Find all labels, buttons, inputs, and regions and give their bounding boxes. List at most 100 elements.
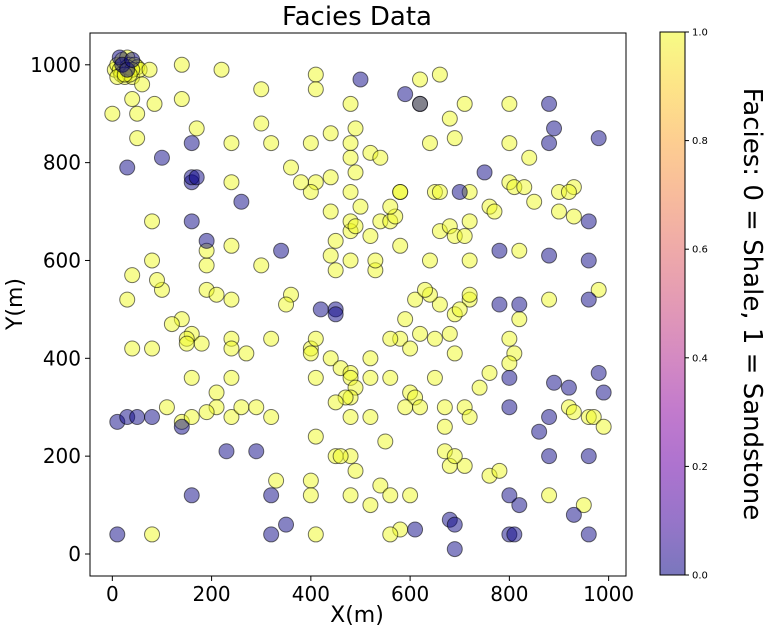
x-tick-label: 600 [391, 582, 429, 606]
point-sandstone [307, 66, 324, 83]
point-sandstone [263, 409, 280, 426]
point-sandstone [233, 399, 250, 416]
point-sandstone [223, 369, 240, 386]
point-shale [352, 71, 369, 88]
x-axis-ticks: 0 200 400 600 800 1000 [106, 576, 634, 606]
point-shale [109, 526, 126, 543]
point-sandstone [149, 272, 165, 289]
point-sandstone [342, 252, 359, 269]
point-sandstone [302, 487, 319, 504]
point-shale [546, 120, 563, 137]
point-shale [273, 242, 290, 259]
point-sandstone [332, 448, 349, 465]
point-sandstone [213, 61, 230, 78]
point-sandstone [412, 399, 429, 416]
point-sandstone [307, 330, 324, 347]
point-sandstone [461, 213, 478, 230]
point-sandstone [362, 369, 379, 386]
point-shale [541, 409, 558, 426]
point-sandstone [144, 213, 161, 230]
point-sandstone [397, 311, 414, 328]
point-sandstone [551, 203, 567, 220]
point-sandstone [362, 228, 379, 245]
point-sandstone [382, 487, 399, 504]
point-sandstone [402, 340, 419, 357]
point-shale [153, 149, 170, 166]
point-sandstone [501, 135, 518, 152]
point-sandstone [590, 281, 607, 298]
point-sandstone [198, 257, 215, 274]
point-sandstone [521, 149, 538, 166]
point-sandstone [322, 169, 339, 186]
point-sandstone [144, 340, 161, 357]
point-sandstone [347, 462, 364, 479]
y-axis-label: Y(m) [3, 278, 28, 331]
point-shale [312, 301, 329, 318]
x-tick-label: 200 [192, 582, 230, 606]
point-sandstone [223, 237, 240, 254]
point-shale [541, 95, 558, 112]
point-sandstone [526, 193, 543, 210]
point-sandstone [322, 247, 339, 264]
point-sandstone [342, 135, 359, 152]
point-shale [565, 506, 582, 523]
point-sandstone [431, 296, 448, 313]
point-sandstone [307, 526, 324, 543]
point-shale [446, 541, 463, 558]
point-shale [595, 384, 612, 401]
colorbar-tick-label: 0.4 [692, 353, 708, 364]
point-shale [580, 448, 597, 465]
point-shale [580, 213, 597, 230]
y-tick-label: 0 [68, 542, 81, 566]
point-sandstone [595, 418, 612, 435]
colorbar-tick-label: 0.0 [692, 571, 708, 582]
point-sandstone [302, 472, 319, 489]
point-sandstone [461, 252, 478, 269]
point-shale [511, 497, 528, 514]
point-sandstone [302, 345, 319, 362]
point-sandstone [367, 252, 384, 269]
point-sandstone [124, 267, 141, 284]
point-sandstone [188, 120, 205, 137]
point-sandstone [501, 355, 518, 372]
point-sandstone [397, 399, 414, 416]
plot-border [89, 32, 627, 577]
point-sandstone [223, 340, 240, 357]
point-shale [580, 526, 597, 543]
point-sandstone [392, 237, 409, 254]
point-shale [218, 443, 235, 460]
point-sandstone [238, 345, 255, 362]
point-sandstone [278, 296, 295, 313]
point-sandstone [307, 369, 324, 386]
colorbar-ticks: 0.0 0.2 0.4 0.6 0.8 1.0 [685, 28, 708, 582]
point-sandstone [322, 350, 339, 367]
point-sandstone [307, 81, 324, 98]
point-sandstone [565, 404, 582, 421]
point-sandstone [129, 105, 146, 122]
point-sandstone [461, 286, 478, 303]
point-sandstone [421, 252, 438, 269]
point-sandstone [511, 311, 528, 328]
point-sandstone [268, 472, 285, 489]
point-shale [541, 448, 558, 465]
point-shale [506, 526, 523, 543]
point-sandstone [402, 487, 419, 504]
point-sandstone [208, 384, 225, 401]
x-axis-label: X(m) [330, 603, 384, 628]
point-sandstone [501, 330, 518, 347]
point-sandstone [456, 457, 473, 474]
point-sandstone [342, 95, 359, 112]
point-sandstone [253, 115, 270, 132]
colorbar-label: Facies: 0 = Shale, 1 = Sandstone [737, 88, 765, 521]
point-sandstone [223, 135, 240, 152]
point-shale [263, 487, 280, 504]
point-shale [397, 86, 414, 103]
point-sandstone [412, 71, 429, 88]
point-sandstone [372, 149, 389, 166]
y-tick-label: 200 [43, 444, 81, 468]
point-sandstone [491, 462, 508, 479]
point-sandstone [104, 105, 121, 122]
point-shale [580, 252, 597, 269]
point-sandstone [382, 526, 399, 543]
colorbar-tick-label: 1.0 [692, 28, 708, 39]
